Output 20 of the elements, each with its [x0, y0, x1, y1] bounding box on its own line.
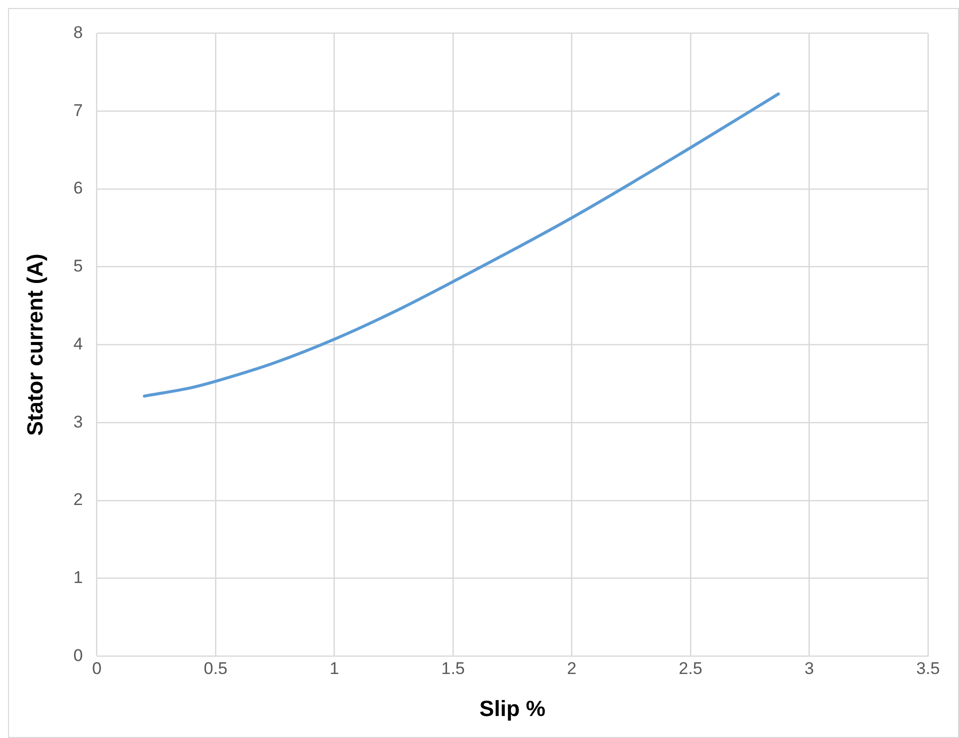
y-tick-label: 1 — [73, 568, 83, 588]
line-series — [142, 92, 780, 398]
x-tick-label: 3 — [804, 659, 814, 678]
x-axis-title: Slip % — [479, 696, 546, 721]
y-tick-label: 3 — [73, 412, 83, 432]
x-tick-label: 3.5 — [916, 659, 940, 678]
x-tick-label: 2 — [567, 659, 577, 678]
y-tick-label: 7 — [73, 100, 83, 120]
y-tick-label: 0 — [73, 646, 83, 665]
y-tick-label: 5 — [73, 256, 83, 276]
y-tick-label: 2 — [73, 490, 83, 510]
x-tick-label: 1 — [330, 659, 340, 678]
x-tick-label: 0.5 — [204, 659, 228, 678]
x-tick-label: 2.5 — [678, 659, 702, 678]
y-tick-label: 6 — [73, 178, 83, 198]
y-axis-title: Stator current (A) — [22, 254, 48, 436]
y-tick-label: 8 — [73, 22, 83, 42]
y-tick-label: 4 — [73, 334, 83, 354]
x-tick-label: 0 — [92, 659, 102, 678]
x-tick-label: 1.5 — [441, 659, 465, 678]
